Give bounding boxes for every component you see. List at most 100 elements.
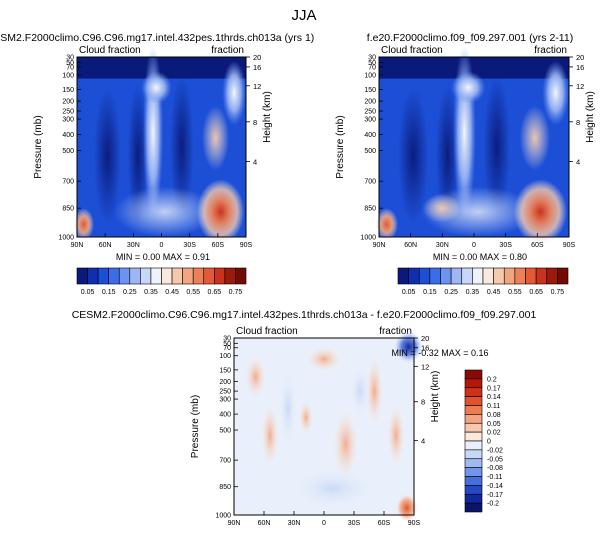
y-tick-label: 250 [364,109,376,116]
y-right-tick-label: 4 [253,157,257,166]
colorbar-swatch [546,267,558,285]
x-tick-label: 90S [563,242,576,249]
polar-upper-region [222,60,246,126]
colorbar-label: 0.55 [186,289,200,296]
max-label: MAX = [480,252,507,262]
y-right-tick-label: 12 [576,82,584,91]
colorbar-swatch [440,267,452,285]
y-tick-label: 700 [219,458,231,465]
y-axis-label-right: Height (km) [430,371,441,423]
x-tick-label: 60N [99,242,112,249]
x-tick-label: 30S [183,242,196,249]
x-tick-label: 90S [240,242,253,249]
x-tick-label: 60N [404,242,417,249]
heatmap-field [375,46,569,245]
colorbar-swatch [461,267,473,285]
min-value: 0.00 [460,252,478,262]
y-axis-label: Pressure (mb) [33,115,44,178]
y-tick-label: 70 [223,345,231,352]
y-right-tick-label: 8 [421,398,425,407]
y-tick-label: 30 [66,55,74,62]
y-right-tick-label: 20 [421,334,429,343]
y-tick-label: 500 [364,148,376,155]
y-right-tick-label: 8 [576,118,580,127]
y-right-tick-label: 8 [253,118,257,127]
panel-title: f.e20.F2000climo.f09_f09.297.001 (yrs 2-… [367,32,573,44]
y-axis-label-right: Height (km) [262,91,273,143]
x-tick-label: 60S [212,242,225,249]
x-tick-label: 90N [228,520,241,527]
midlatitude-pink-region [202,105,230,171]
lower-light-region [114,186,216,237]
arctic-low-cloud [375,208,398,241]
colorbar-label: 0 [487,439,491,446]
colorbar-label: 0.05 [402,289,416,296]
y-tick-label: 150 [364,87,376,94]
colorbar-swatch [493,267,505,285]
y-right-tick-label: 16 [253,63,261,72]
colorbar-swatch [464,378,483,389]
negative-difference-region [279,369,297,448]
colorbar-swatch [150,267,162,285]
y-tick-label: 400 [62,132,74,139]
panel-subtitle-right: fraction [534,45,567,56]
colorbar-swatch [464,485,483,495]
colorbar-label: -0.08 [487,465,503,472]
panel-subtitle-left: Cloud fraction [381,45,443,56]
y-tick-label: 100 [62,73,74,80]
y-tick-label: 150 [62,87,74,94]
colorbar-label: 0.75 [229,289,243,296]
y-tick-label: 400 [219,412,231,419]
x-tick-label: 30N [436,242,449,249]
max-value: 0.80 [510,252,528,262]
colorbar-label: 0.15 [423,289,437,296]
x-tick-label: 30N [127,242,140,249]
colorbar-swatch [503,267,516,285]
colorbar-label: -0.11 [487,474,503,481]
panel-subtitle-right: fraction [211,45,244,56]
colorbar-label: 0.14 [487,394,501,401]
y-tick-label: 850 [364,206,376,213]
dark-core-region [169,75,194,219]
colorbar-swatch [464,431,483,442]
x-tick-label: 90N [71,242,84,249]
min-label: MIN = [391,348,415,358]
negative-difference-region [288,467,378,510]
min-label: MIN = [433,252,457,262]
colorbar-swatch [408,267,420,285]
positive-difference-region [244,355,267,399]
positive-difference-region [261,403,279,468]
colorbar-swatch [472,267,484,285]
y-tick-label: 200 [62,99,74,106]
y-tick-label: 30 [368,55,376,62]
colorbar-swatch [108,267,120,285]
colorbar-swatch [418,267,431,285]
y-tick-label: 250 [219,389,231,396]
max-label: MAX = [441,348,468,358]
y-tick-label: 150 [219,367,231,374]
y-tick-label: 200 [364,99,376,106]
x-tick-label: 0 [472,242,476,249]
panel-subtitle-left: Cloud fraction [79,45,141,56]
colorbar-swatch [235,267,247,285]
negative-difference-region [349,364,371,418]
x-tick-label: 30S [348,520,361,527]
colorbar-swatch [214,267,226,285]
max-value: 0.91 [193,252,211,262]
arctic-low-cloud [73,208,94,241]
colorbar-label: 0.05 [487,421,501,428]
upper-dark-band [77,57,246,79]
colorbar-swatch [450,267,463,285]
midlatitude-pink-region [519,105,550,171]
colorbar-swatch [224,267,236,285]
colorbar-swatch [464,422,483,433]
positive-difference-region [306,346,342,372]
low-cloud-maximum [196,179,245,245]
panel-1: CESM2.F2000climo.C96.C96.mg17.intel.432p… [0,32,314,296]
positive-difference-region [387,403,405,468]
polar-upper-region [542,60,569,126]
y-tick-label: 1000 [58,235,74,242]
y-tick-label: 200 [219,379,231,386]
y-axis-label-right: Height (km) [585,91,596,143]
